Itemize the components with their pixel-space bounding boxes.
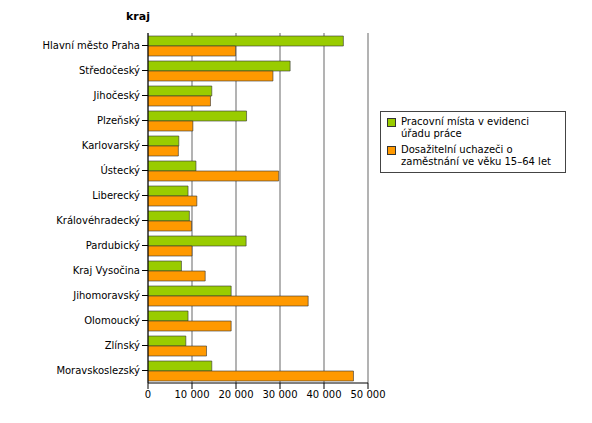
svg-text:Kraj Vysočina: Kraj Vysočina	[73, 265, 140, 276]
svg-text:40 000: 40 000	[307, 389, 342, 400]
html-text:Pracovní místa v evidenci úřad: Pracovní místa v evidenci úřadu práce	[401, 116, 529, 139]
svg-text:Pardubický: Pardubický	[86, 240, 140, 251]
svg-text:Jihočeský: Jihočeský	[93, 90, 140, 101]
svg-text:Karlovarský: Karlovarský	[82, 140, 140, 151]
svg-text:Královéhradecký: Královéhradecký	[56, 215, 140, 226]
svg-text:30 000: 30 000	[263, 389, 298, 400]
svg-text:Zlínský: Zlínský	[105, 340, 140, 351]
svg-text:20 000: 20 000	[219, 389, 254, 400]
html-text:kraj: kraj	[126, 10, 150, 23]
svg-text:Hlavní město Praha: Hlavní město Praha	[42, 40, 140, 51]
svg-text:Moravskoslezský: Moravskoslezský	[56, 365, 140, 376]
svg-text:Středočeský: Středočeský	[79, 65, 140, 76]
html-text:Dosažitelní uchazeči o zaměstn: Dosažitelní uchazeči o zaměstnání ve věk…	[401, 144, 551, 167]
svg-text:Olomoucký: Olomoucký	[84, 315, 140, 326]
svg-text:50 000: 50 000	[351, 389, 386, 400]
svg-text:Jihomoravský: Jihomoravský	[72, 290, 140, 301]
svg-text:10 000: 10 000	[175, 389, 210, 400]
svg-text:Plzeňský: Plzeňský	[97, 115, 140, 126]
svg-text:0: 0	[145, 389, 151, 400]
svg-text:Liberecký: Liberecký	[92, 190, 140, 201]
svg-text:Ústecký: Ústecký	[101, 164, 141, 176]
